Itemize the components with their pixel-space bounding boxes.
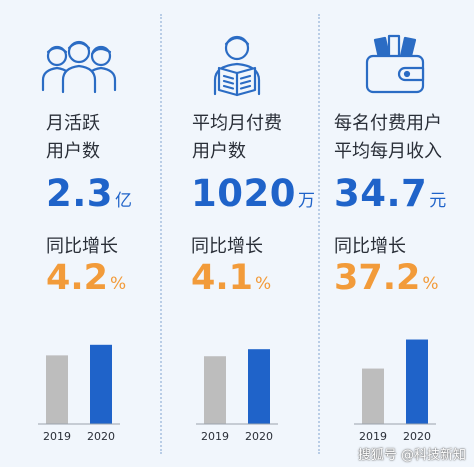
- year-label: 2020: [245, 430, 273, 443]
- metric-number: 34.7: [334, 172, 428, 215]
- bar-chart-svg: 2019 2020: [196, 349, 278, 443]
- metric-unit: 万: [297, 191, 316, 211]
- metric-value: 2.3 亿: [46, 172, 133, 215]
- metric-unit: 亿: [115, 191, 133, 211]
- bar-chart-svg: 2019 2020: [38, 344, 120, 443]
- year-label: 2019: [359, 430, 387, 443]
- yoy-value: 37.2%: [334, 258, 439, 298]
- year-label: 2019: [201, 430, 229, 443]
- bar-2019: [204, 356, 226, 424]
- yoy-label: 同比增长: [334, 236, 406, 257]
- yoy-value: 4.1%: [191, 258, 271, 298]
- watermark: 搜狐号 @科技新知: [357, 448, 466, 463]
- yoy-bar-chart: 2019 2020: [316, 310, 474, 450]
- yoy-unit: %: [422, 274, 439, 294]
- bar-2019: [46, 355, 68, 424]
- stat-column-monthly-active-users: 月活跃 用户数 2.3 亿 同比增长 4.2% 2019 2020: [0, 0, 158, 467]
- wallet-icon: [316, 30, 474, 100]
- metric-value: 1020 万: [191, 172, 315, 215]
- yoy-value: 4.2%: [46, 258, 126, 298]
- bar-2020: [248, 349, 270, 424]
- stat-column-paying-users: 平均月付费 用户数 1020 万 同比增长 4.1% 2019 2020: [158, 0, 316, 467]
- reader-icon: [158, 30, 316, 100]
- yoy-bar-chart: 2019 2020: [158, 310, 316, 450]
- year-label: 2020: [87, 430, 115, 443]
- metric-label: 每名付费用户 平均每月收入: [334, 113, 442, 162]
- year-label: 2019: [43, 430, 71, 443]
- bar-2020: [90, 344, 112, 424]
- bar-2019: [362, 368, 384, 424]
- yoy-label: 同比增长: [191, 236, 263, 257]
- people-group-icon: [0, 30, 158, 100]
- yoy-bar-chart: 2019 2020: [0, 310, 158, 450]
- bar-2020: [406, 339, 428, 424]
- year-label: 2020: [403, 430, 431, 443]
- yoy-number: 4.2: [46, 258, 109, 298]
- metric-unit: 元: [429, 191, 447, 211]
- yoy-label: 同比增长: [46, 236, 118, 257]
- metric-value: 34.7 元: [334, 172, 447, 215]
- yoy-unit: %: [255, 274, 272, 294]
- column-divider: [160, 14, 162, 454]
- yoy-number: 37.2: [334, 258, 421, 298]
- metric-number: 1020: [191, 172, 296, 215]
- stat-column-arppu: 每名付费用户 平均每月收入 34.7 元 同比增长 37.2% 2019 2020: [316, 0, 474, 467]
- yoy-unit: %: [110, 274, 127, 294]
- yoy-number: 4.1: [191, 258, 254, 298]
- metric-number: 2.3: [46, 172, 114, 215]
- column-divider: [318, 14, 320, 454]
- metric-label: 月活跃 用户数: [46, 113, 100, 162]
- metric-label: 平均月付费 用户数: [192, 113, 282, 162]
- bar-chart-svg: 2019 2020: [354, 339, 436, 443]
